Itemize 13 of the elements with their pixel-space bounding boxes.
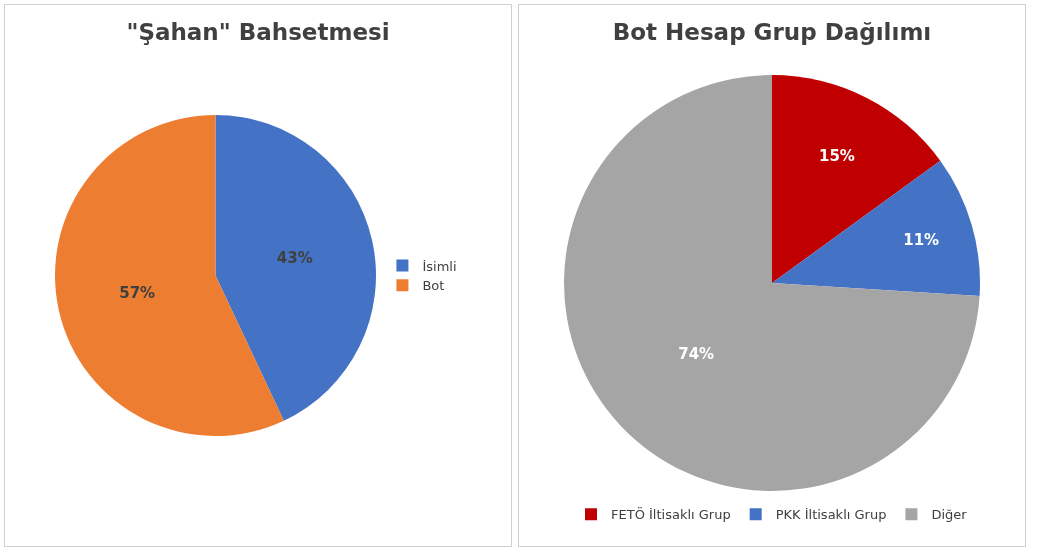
data-label: 74% [678, 345, 715, 364]
chart-title: "Şahan" Bahsetmesi [126, 19, 390, 46]
legend-label: PKK İltisaklı Grup [775, 507, 887, 523]
legend-label: İsimli [422, 258, 457, 274]
data-label: 57% [119, 284, 156, 303]
data-label: 43% [276, 248, 313, 267]
data-label: 15% [818, 146, 855, 165]
pie-slice [215, 115, 376, 421]
legend-label: Bot [422, 278, 445, 294]
legend-label: Diğer [931, 507, 968, 523]
data-label: 11% [903, 230, 940, 249]
legend-label: FETÖ İltisaklı Grup [611, 506, 731, 523]
chart-title: Bot Hesap Grup Dağılımı [612, 19, 932, 46]
